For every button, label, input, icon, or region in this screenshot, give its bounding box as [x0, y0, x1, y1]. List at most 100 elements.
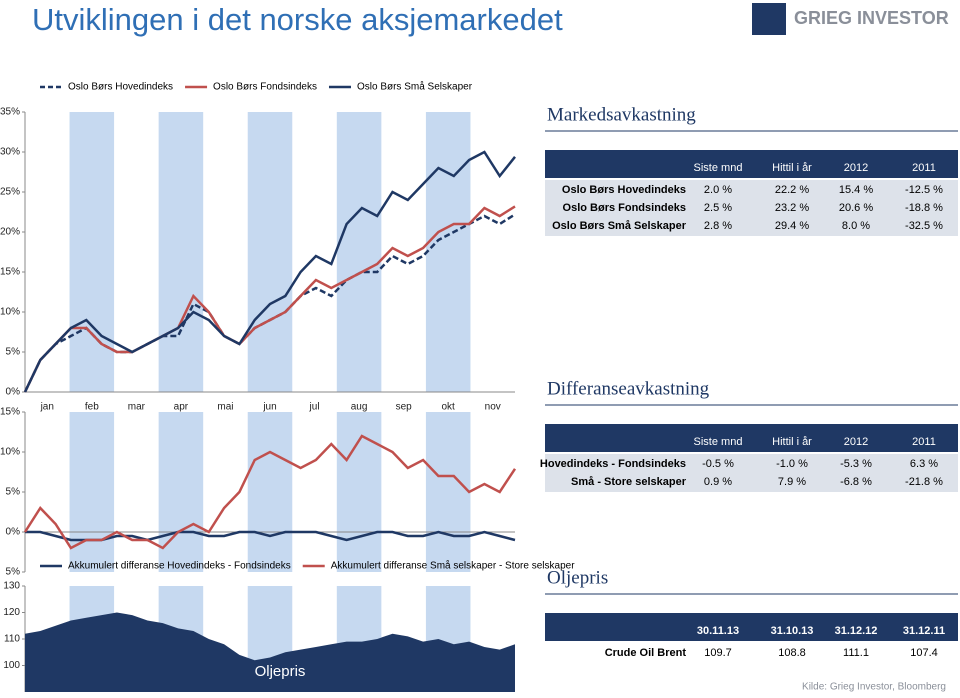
y-tick-label: 25% — [0, 187, 20, 198]
cell: -32.5 % — [905, 220, 943, 232]
cell: 7.9 % — [778, 476, 806, 488]
x-tick-label: okt — [442, 402, 456, 413]
x-tick-label: sep — [396, 402, 413, 413]
y-tick-label: 5% — [6, 487, 21, 498]
cell: 22.2 % — [775, 184, 809, 196]
y-tick-label: 30% — [0, 147, 20, 158]
y-tick-label: 5% — [6, 347, 21, 358]
x-tick-label: feb — [85, 402, 99, 413]
y-tick-label: 20% — [0, 227, 20, 238]
column-header: Siste mnd — [694, 436, 743, 448]
month-band — [425, 112, 471, 392]
logo-mark — [752, 3, 786, 35]
y-tick-label: 0% — [6, 527, 21, 538]
month-band — [247, 412, 293, 572]
cell: 20.6 % — [839, 202, 873, 214]
cell: 108.8 — [778, 647, 806, 659]
cell: 107.4 — [910, 647, 938, 659]
x-tick-label: jun — [262, 402, 276, 413]
row-label: Små - Store selskaper — [571, 476, 687, 488]
column-header: 2012 — [844, 162, 868, 174]
month-band — [158, 112, 204, 392]
cell: 109.7 — [704, 647, 732, 659]
x-tick-label: mar — [128, 402, 146, 413]
table-title: Oljepris — [547, 567, 608, 588]
y-tick-label: 5% — [6, 567, 21, 578]
cell: 8.0 % — [842, 220, 870, 232]
x-tick-label: aug — [351, 402, 368, 413]
chart-title: Oljepris — [255, 663, 306, 680]
logo-text: GRIEG INVESTOR — [794, 8, 949, 28]
column-header: 31.12.11 — [903, 625, 945, 637]
x-tick-label: jul — [309, 402, 320, 413]
month-band — [336, 412, 382, 572]
column-header: 31.12.12 — [835, 625, 878, 637]
column-header: Hittil i år — [772, 436, 812, 448]
column-header: 2011 — [912, 162, 936, 174]
cell: 2.0 % — [704, 184, 732, 196]
x-tick-label: nov — [485, 402, 501, 413]
cell: 29.4 % — [775, 220, 809, 232]
legend-label: Akkumulert differanse Små selskaper - St… — [331, 560, 575, 572]
cell: 111.1 — [843, 647, 869, 659]
cell: 15.4 % — [839, 184, 873, 196]
cell: 23.2 % — [775, 202, 809, 214]
month-band — [247, 112, 293, 392]
cell: -5.3 % — [840, 458, 872, 470]
month-band — [69, 112, 115, 392]
column-header: 30.11.13 — [697, 625, 739, 637]
cell: 2.5 % — [704, 202, 732, 214]
month-band — [336, 112, 382, 392]
legend-label: Oslo Børs Små Selskaper — [357, 81, 473, 93]
x-tick-label: jan — [40, 402, 54, 413]
cell: -12.5 % — [905, 184, 943, 196]
legend-label: Oslo Børs Fondsindeks — [213, 82, 317, 93]
series-area — [25, 612, 515, 692]
y-tick-label: 0% — [6, 387, 21, 398]
table-body — [545, 454, 958, 492]
cell: 6.3 % — [910, 458, 938, 470]
y-tick-label: 10% — [0, 447, 20, 458]
source: Kilde: Grieg Investor, Bloomberg — [802, 682, 946, 693]
series-line — [23, 150, 516, 393]
x-tick-label: apr — [174, 402, 189, 413]
cell: 0.9 % — [704, 476, 732, 488]
row-label: Oslo Børs Små Selskaper — [552, 220, 687, 232]
y-tick-label: 15% — [0, 267, 20, 278]
table-header — [545, 613, 958, 641]
cell: 2.8 % — [704, 220, 732, 232]
x-tick-label: mai — [217, 402, 233, 413]
legend-label: Oslo Børs Hovedindeks — [68, 82, 173, 93]
legend-label: Akkumulert differanse Hovedindeks - Fond… — [68, 561, 291, 572]
y-tick-label: 120 — [3, 607, 20, 618]
y-tick-label: 15% — [0, 407, 20, 418]
column-header: Siste mnd — [694, 162, 743, 174]
row-label: Crude Oil Brent — [605, 647, 687, 659]
table-body — [545, 180, 958, 236]
month-band — [425, 412, 471, 572]
table-header — [545, 150, 958, 178]
cell: -21.8 % — [905, 476, 943, 488]
month-band — [69, 412, 115, 572]
page-title: Utviklingen i det norske aksjemarkedet — [32, 2, 563, 37]
y-tick-label: 130 — [3, 581, 20, 592]
month-band — [158, 412, 204, 572]
cell: -18.8 % — [905, 202, 943, 214]
table-body — [545, 643, 958, 663]
table-title: Markedsavkastning — [547, 104, 696, 125]
y-tick-label: 110 — [4, 634, 20, 645]
table-header — [545, 424, 958, 452]
table-title: Differanseavkastning — [547, 378, 710, 399]
row-label: Oslo Børs Hovedindeks — [562, 184, 686, 196]
y-tick-label: 100 — [3, 660, 20, 671]
column-header: 2011 — [912, 436, 936, 448]
cell: -1.0 % — [776, 458, 808, 470]
cell: -0.5 % — [702, 458, 734, 470]
y-tick-label: 35% — [0, 107, 20, 118]
column-header: 2012 — [844, 436, 868, 448]
column-header: Hittil i år — [772, 162, 812, 174]
y-tick-label: 10% — [0, 307, 20, 318]
cell: -6.8 % — [840, 476, 872, 488]
series-line — [23, 434, 517, 550]
